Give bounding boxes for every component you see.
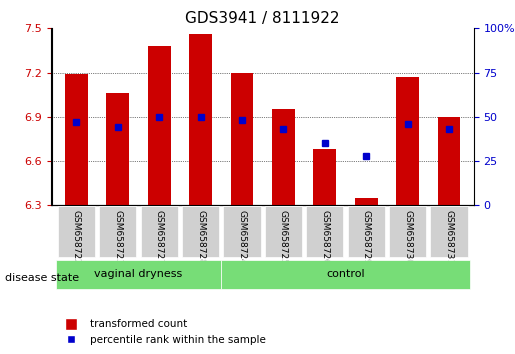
FancyBboxPatch shape xyxy=(389,206,426,257)
Text: GSM658729: GSM658729 xyxy=(362,210,371,264)
Bar xyxy=(189,34,212,205)
Text: GSM658726: GSM658726 xyxy=(320,210,329,264)
FancyBboxPatch shape xyxy=(99,206,136,257)
Text: GSM658722: GSM658722 xyxy=(72,210,81,264)
Text: control: control xyxy=(326,269,365,279)
Text: GSM658731: GSM658731 xyxy=(444,210,454,264)
Bar xyxy=(396,77,419,205)
FancyBboxPatch shape xyxy=(431,206,468,257)
Text: GSM658728: GSM658728 xyxy=(196,210,205,264)
Text: GSM658725: GSM658725 xyxy=(279,210,288,264)
Text: GSM658723: GSM658723 xyxy=(113,210,122,264)
FancyBboxPatch shape xyxy=(306,206,344,257)
Text: disease state: disease state xyxy=(5,273,79,283)
Bar xyxy=(355,198,377,205)
FancyBboxPatch shape xyxy=(224,206,261,257)
FancyBboxPatch shape xyxy=(221,260,470,289)
Bar xyxy=(438,117,460,205)
Bar xyxy=(313,149,336,205)
Legend: transformed count, percentile rank within the sample: transformed count, percentile rank withi… xyxy=(57,315,270,349)
Title: GDS3941 / 8111922: GDS3941 / 8111922 xyxy=(185,11,340,26)
Bar xyxy=(65,74,88,205)
FancyBboxPatch shape xyxy=(348,206,385,257)
FancyBboxPatch shape xyxy=(265,206,302,257)
Text: GSM658724: GSM658724 xyxy=(237,210,247,264)
FancyBboxPatch shape xyxy=(58,206,95,257)
FancyBboxPatch shape xyxy=(141,206,178,257)
Text: vaginal dryness: vaginal dryness xyxy=(94,269,183,279)
Bar xyxy=(231,73,253,205)
Bar xyxy=(107,93,129,205)
Bar xyxy=(148,46,170,205)
Text: GSM658730: GSM658730 xyxy=(403,210,412,264)
FancyBboxPatch shape xyxy=(182,206,219,257)
Bar xyxy=(272,109,295,205)
FancyBboxPatch shape xyxy=(56,260,221,289)
Text: GSM658727: GSM658727 xyxy=(154,210,164,264)
